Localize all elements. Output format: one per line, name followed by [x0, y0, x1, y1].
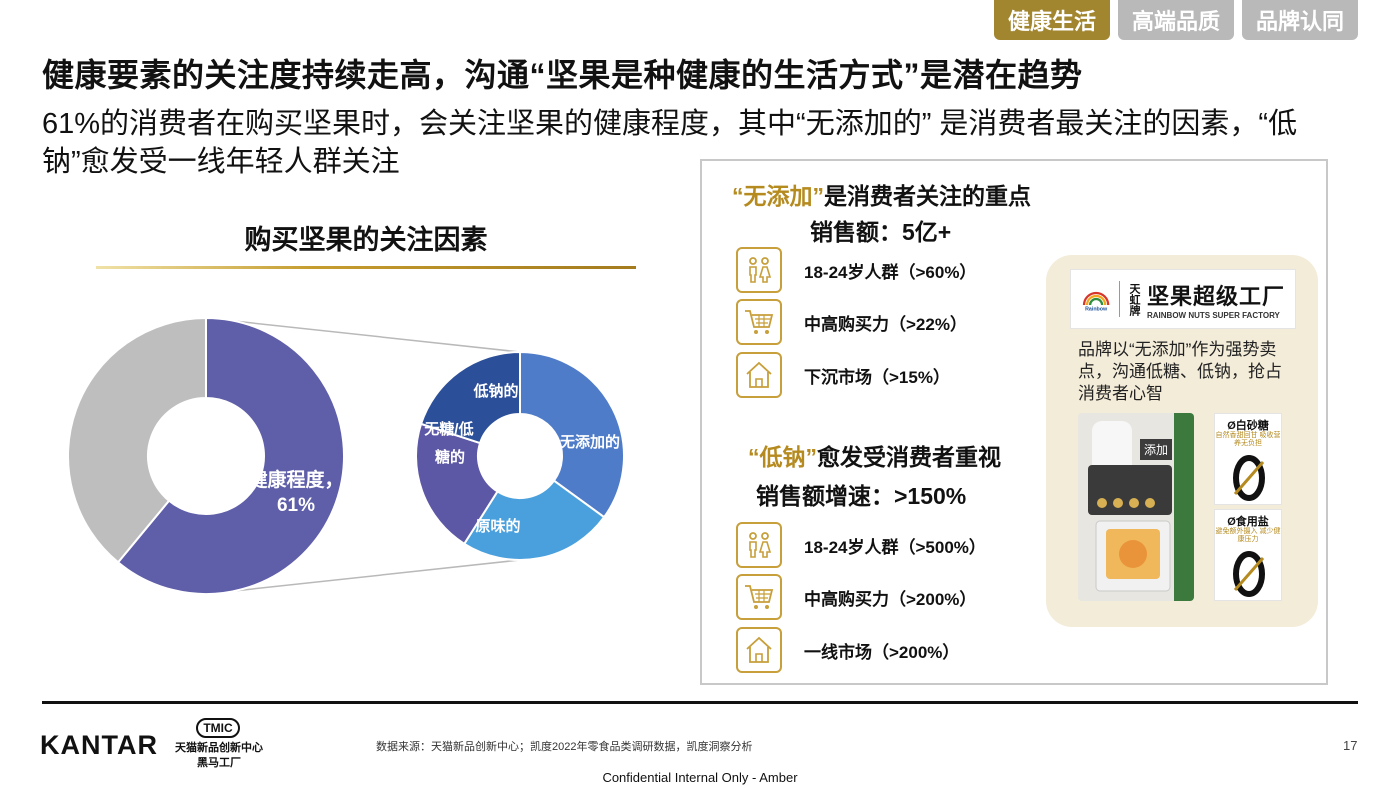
tab-brand-recognition[interactable]: 品牌认同	[1241, 0, 1358, 40]
svg-text:Rainbow: Rainbow	[1085, 306, 1108, 312]
confidential-notice: Confidential Internal Only - Amber	[602, 770, 798, 785]
section1-heading: “无添加”是消费者关注的重点	[732, 177, 1031, 211]
section1-row-market: 下沉市场（>15%）	[736, 352, 950, 398]
sub-donut-slice-2	[415, 422, 499, 546]
zero-sugar-badge: Ø白砂糖 自然香甜回甘 吸收营养无负担	[1214, 413, 1282, 505]
page-number: 17	[1343, 738, 1358, 753]
insight-panel: “无添加”是消费者关注的重点 销售额：5亿+ 18-24岁人群（>60%） 中高…	[700, 159, 1328, 685]
people-icon	[736, 247, 782, 293]
connector-line-top	[205, 317, 521, 353]
page-subtitle: 61%的消费者在购买坚果时，会关注坚果的健康程度，其中“无添加的” 是消费者最关…	[42, 108, 1298, 178]
section1-row-market-text: 下沉市场（>15%）	[804, 367, 950, 387]
connector-line-bottom	[205, 559, 521, 595]
sub-donut-slice-1	[462, 479, 606, 561]
main-slice-label-line2: 61%	[277, 495, 315, 516]
house-icon	[736, 627, 782, 673]
brand-logo-en: RAINBOW NUTS SUPER FACTORY	[1146, 310, 1280, 320]
zero-salt-title: Ø食用盐	[1227, 516, 1269, 528]
chart-title-underline	[96, 266, 636, 269]
section2-heading-text: 愈发受消费者重视	[817, 444, 1001, 470]
section2-row-purchase: 中高购买力（>200%）	[736, 574, 976, 620]
tmic-logo: TMIC	[196, 718, 240, 738]
section1-row-age-text: 18-24岁人群（>60%）	[804, 262, 977, 282]
brand-description: 品牌以“无添加”作为强势卖点，沟通低糖、低钠，抢占消费者心智	[1078, 340, 1282, 403]
brand-card: Rainbow 天虹牌 坚果超级工厂 RAINBOW NUTS SUPER FA…	[1046, 255, 1318, 627]
sub-slice-label-original: 原味的	[475, 517, 520, 535]
sub-slice-label-no-additive: 无添加的	[559, 433, 620, 451]
section2-highlight: “低钠”	[748, 444, 817, 470]
section2-sales: 销售额增速：>150%	[756, 483, 967, 509]
section2-row-market-text: 一线市场（>200%）	[804, 642, 960, 662]
section2-row-age: 18-24岁人群（>500%）	[736, 522, 986, 568]
section1-heading-text: 是消费者关注的重点	[824, 183, 1031, 209]
brand-logo-small: 天虹牌	[1127, 282, 1140, 316]
section2-row-market: 一线市场（>200%）	[736, 627, 959, 673]
tmic-subtitle-2: 黑马工厂	[197, 757, 241, 769]
zero-sugar-icon	[1233, 455, 1265, 501]
section2-row-purchase-text: 中高购买力（>200%）	[804, 589, 977, 609]
sub-slice-label-low-sugar-line2: 糖的	[435, 448, 465, 466]
tab-healthy-life[interactable]: 健康生活	[993, 0, 1110, 40]
section2-row-age-text: 18-24岁人群（>500%）	[804, 537, 986, 557]
brand-logo: Rainbow 天虹牌 坚果超级工厂 RAINBOW NUTS SUPER FA…	[1070, 269, 1296, 329]
section1-highlight: “无添加”	[732, 183, 824, 209]
cart-icon	[736, 299, 782, 345]
main-donut	[67, 316, 345, 595]
sub-slice-label-low-sodium: 低钠的	[472, 382, 518, 400]
tab-premium-quality[interactable]: 高端品质	[1117, 0, 1234, 40]
sub-donut-slice-3	[419, 350, 521, 445]
tmic-subtitle: 天猫新品创新中心	[175, 742, 263, 754]
sub-slice-label-low-sugar-line1: 无糖/低	[423, 420, 473, 438]
main-slice-label-line1: 健康程度，	[248, 468, 343, 491]
main-donut-slice-0	[116, 316, 345, 595]
brand-logo-main: 坚果超级工厂	[1146, 283, 1285, 309]
rainbow-logo-icon: Rainbow	[1082, 291, 1110, 312]
section2-heading: “低钠”愈发受消费者重视	[748, 438, 1001, 472]
zero-sugar-sub: 自然香甜回甘 吸收营养无负担	[1215, 432, 1281, 447]
house-icon	[736, 352, 782, 398]
cart-icon	[736, 574, 782, 620]
kantar-logo: KANTAR	[40, 730, 158, 760]
section1-sales: 销售额：5亿+	[810, 219, 952, 245]
page-title: 健康要素的关注度持续走高，沟通“坚果是种健康的生活方式”是潜在趋势	[42, 57, 1083, 93]
chart-title: 购买坚果的关注因素	[244, 225, 488, 255]
zero-sugar-title: Ø白砂糖	[1227, 420, 1269, 432]
main-donut-slice-1	[67, 316, 207, 564]
data-source: 数据来源：天猫新品创新中心；凯度2022年零食品类调研数据，凯度洞察分析	[376, 741, 753, 753]
footer-divider	[42, 701, 1358, 704]
sub-donut	[415, 350, 625, 561]
zero-salt-badge: Ø食用盐 避免额外摄入 减少健康压力	[1214, 509, 1282, 601]
donut-charts: 健康程度， 61% 无添加的 原味的 无糖/低 糖的 低钠的	[67, 316, 625, 595]
top-tabs: 健康生活 高端品质 品牌认同	[993, 0, 1358, 40]
zero-salt-sub: 避免额外摄入 减少健康压力	[1215, 528, 1281, 543]
zero-salt-icon	[1233, 551, 1265, 597]
section1-row-purchase: 中高购买力（>22%）	[736, 299, 967, 345]
sub-donut-slice-0	[519, 350, 625, 519]
people-icon	[736, 522, 782, 568]
product-image: 添加	[1078, 413, 1194, 601]
section1-row-age: 18-24岁人群（>60%）	[736, 247, 976, 293]
section1-row-purchase-text: 中高购买力（>22%）	[804, 314, 967, 334]
product-tag: 添加	[1140, 439, 1173, 460]
